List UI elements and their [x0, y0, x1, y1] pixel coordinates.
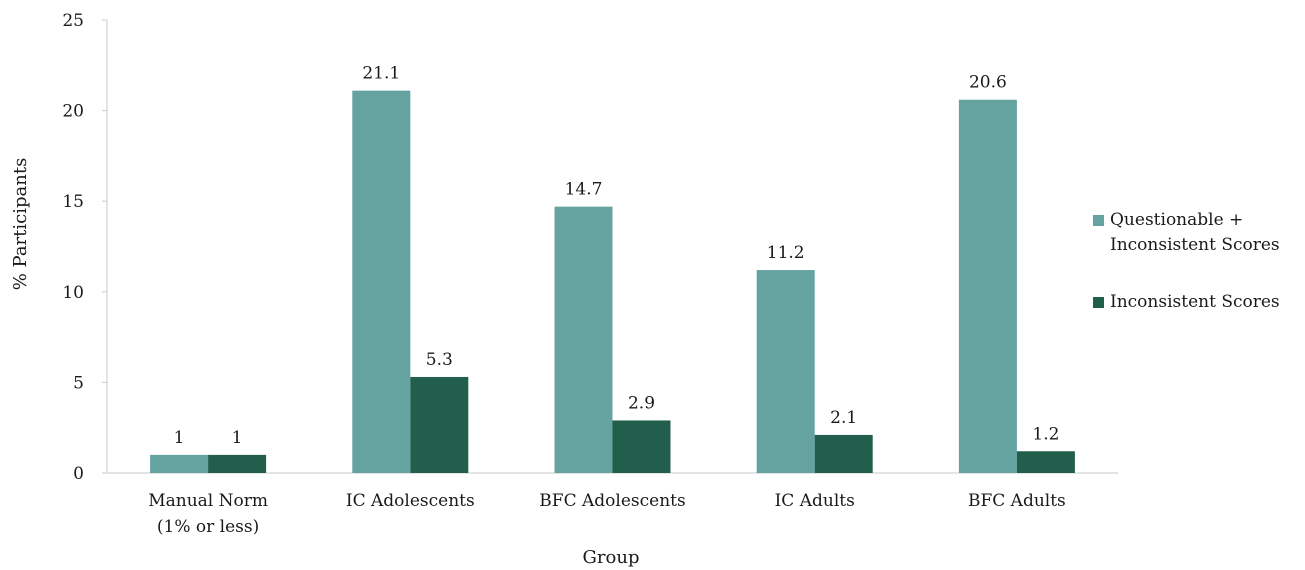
- legend-swatch-questionable-inconsistent: [1093, 215, 1104, 226]
- y-axis-ticks: 0 5 10 15 20 25: [62, 11, 107, 484]
- bar-inconsistent: [814, 434, 873, 473]
- bar-questionable-inconsistent: [958, 99, 1017, 473]
- y-tick-label: 10: [62, 283, 84, 303]
- data-label-questionable-inconsistent: 21.1: [362, 64, 400, 84]
- bar-questionable-inconsistent: [150, 454, 209, 473]
- x-category-label: BFC Adults: [968, 491, 1066, 511]
- data-label-inconsistent: 5.3: [426, 350, 453, 370]
- bar-questionable-inconsistent: [554, 206, 613, 474]
- legend-label-questionable-inconsistent: Questionable + Inconsistent Scores: [1110, 210, 1280, 255]
- y-tick-label: 15: [62, 192, 84, 212]
- y-tick-label: 5: [73, 373, 84, 393]
- data-label-questionable-inconsistent: 14.7: [565, 180, 603, 200]
- bar-questionable-inconsistent: [756, 270, 815, 473]
- x-category-label: BFC Adolescents: [539, 491, 685, 511]
- legend-item-inconsistent: Inconsistent Scores: [1093, 290, 1305, 315]
- legend-swatch-inconsistent: [1093, 297, 1104, 308]
- bar-inconsistent: [410, 376, 469, 473]
- x-category-label: IC Adolescents: [346, 491, 475, 511]
- data-label-questionable-inconsistent: 20.6: [969, 73, 1007, 93]
- y-tick-label: 25: [62, 11, 84, 31]
- data-label-inconsistent: 1.2: [1032, 424, 1059, 444]
- data-label-questionable-inconsistent: 11.2: [767, 243, 805, 263]
- legend: Questionable + Inconsistent Scores Incon…: [1093, 208, 1305, 347]
- y-tick-label: 0: [73, 464, 84, 484]
- bars-group: [150, 90, 1075, 474]
- y-tick-label: 20: [62, 102, 84, 122]
- x-category-label: IC Adults: [775, 491, 855, 511]
- legend-item-questionable-inconsistent: Questionable + Inconsistent Scores: [1093, 208, 1305, 258]
- legend-label-inconsistent: Inconsistent Scores: [1110, 292, 1280, 312]
- bar-inconsistent: [208, 454, 267, 473]
- bar-questionable-inconsistent: [352, 90, 411, 473]
- y-axis-title: % Participants: [10, 158, 31, 291]
- x-axis-title: Group: [583, 547, 640, 568]
- data-label-questionable-inconsistent: 1: [174, 428, 185, 448]
- data-label-inconsistent: 1: [232, 428, 243, 448]
- bar-inconsistent: [1016, 451, 1075, 473]
- data-label-inconsistent: 2.9: [628, 393, 655, 413]
- data-labels-group: 1 1 21.1 5.3 14.7 2.9 11.2 2.1 20.6 1.2: [174, 64, 1060, 448]
- x-category-label: Manual Norm (1% or less): [148, 491, 268, 537]
- bar-inconsistent: [612, 420, 671, 473]
- data-label-inconsistent: 2.1: [830, 408, 857, 428]
- category-labels-group: Manual Norm (1% or less) IC Adolescents BFC…: [148, 491, 1066, 537]
